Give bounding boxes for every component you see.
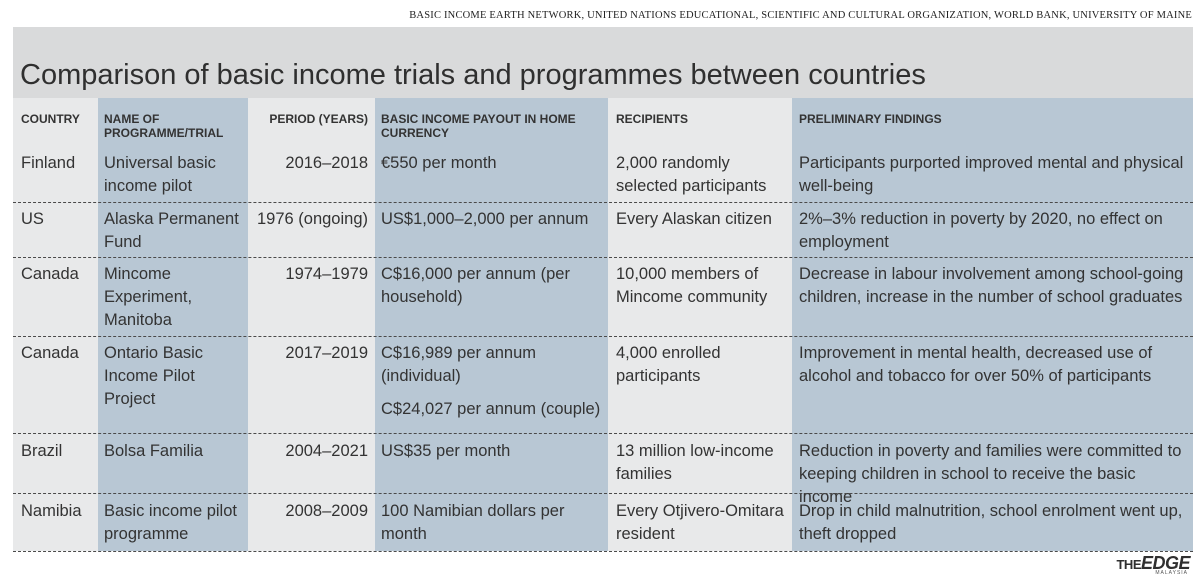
logo-the: THE	[1116, 557, 1141, 572]
table-row-payout: 100 Namibian dollars per month	[381, 502, 565, 543]
header-country: COUNTRY	[21, 112, 80, 126]
table-row-programme: Basic income pilot programme	[104, 502, 237, 543]
source-credit: BASIC INCOME EARTH NETWORK, UNITED NATIO…	[409, 10, 1192, 21]
payout-line: C$24,027 per annum (couple)	[381, 400, 601, 418]
logo-sub: MALAYSIA	[1155, 570, 1188, 576]
table-row-recipients: Every Alaskan citizen	[616, 210, 772, 228]
table-row-recipients: Every Otjivero-Omitara resident	[616, 502, 784, 543]
table-row-period: 1976 (ongoing)	[256, 210, 368, 228]
table-row-country: US	[21, 210, 44, 228]
table-row-programme: Mincome Experiment, Manitoba	[104, 265, 193, 329]
logo-edge: EDGE	[1140, 553, 1191, 573]
table-row-programme: Alaska Permanent Fund	[104, 210, 239, 251]
table-row-findings: Decrease in labour involvement among sch…	[799, 265, 1184, 306]
table-bottom-divider	[13, 551, 1193, 552]
table-row-country: Brazil	[21, 442, 63, 460]
findings-column-shade	[792, 98, 1193, 551]
header-period: PERIOD (YEARS)	[269, 112, 368, 126]
table-row-programme: Universal basic income pilot	[104, 154, 216, 195]
table-row-period: 1974–1979	[285, 265, 368, 283]
table-row-payout: US$1,000–2,000 per annum	[381, 210, 589, 228]
row-divider	[13, 433, 1193, 434]
table-row-findings: 2%–3% reduction in poverty by 2020, no e…	[799, 210, 1163, 251]
table-row-country: Finland	[21, 154, 76, 172]
row-divider	[13, 257, 1193, 258]
table-row-programme: Bolsa Familia	[104, 442, 204, 460]
payout-line: C$16,989 per annum (individual)	[381, 344, 537, 385]
table-row-country: Canada	[21, 344, 79, 362]
table-row-recipients: 10,000 members of Mincome community	[616, 265, 768, 306]
table-row-period: 2008–2009	[285, 502, 368, 520]
table-row-country: Canada	[21, 265, 79, 283]
table-row-payout: US$35 per month	[381, 442, 511, 460]
row-divider	[13, 336, 1193, 337]
table-row-period: 2016–2018	[285, 154, 368, 172]
table-row-findings: Participants purported improved mental a…	[799, 154, 1184, 195]
header-programme: NAME OF PROGRAMME/TRIAL	[104, 112, 224, 140]
header-payout: BASIC INCOME PAYOUT IN HOME CURRENCY	[381, 112, 576, 140]
table-row-period: 2004–2021	[285, 442, 368, 460]
title-band: Comparison of basic income trials and pr…	[13, 27, 1193, 98]
table-row-findings: Drop in child malnutrition, school enrol…	[799, 502, 1183, 543]
table-row-payout: C$16,989 per annum (individual) C$24,027…	[381, 342, 606, 421]
table-row-findings: Improvement in mental health, decreased …	[799, 344, 1153, 385]
table-row-recipients: 2,000 randomly selected participants	[616, 154, 767, 195]
table-row-payout: €550 per month	[381, 154, 497, 172]
table-row-country: Namibia	[21, 502, 82, 520]
table-row-period: 2017–2019	[285, 344, 368, 362]
payout-column-shade	[375, 98, 608, 551]
table-row-programme: Ontario Basic Income Pilot Project	[104, 344, 204, 408]
row-divider	[13, 493, 1193, 494]
page-title: Comparison of basic income trials and pr…	[20, 59, 926, 91]
comparison-table: COUNTRY NAME OF PROGRAMME/TRIAL PERIOD (…	[13, 98, 1193, 551]
header-findings: PRELIMINARY FINDINGS	[799, 112, 942, 126]
table-row-payout: C$16,000 per annum (per household)	[381, 265, 570, 306]
table-row-recipients: 4,000 enrolled participants	[616, 344, 721, 385]
table-row-recipients: 13 million low-income families	[616, 442, 774, 483]
programme-column-shade	[98, 98, 248, 551]
row-divider	[13, 202, 1193, 203]
header-recipients: RECIPIENTS	[616, 112, 689, 126]
the-edge-logo: THEEDGE MALAYSIA	[1116, 553, 1191, 576]
table-row-findings: Reduction in poverty and families were c…	[799, 442, 1182, 506]
